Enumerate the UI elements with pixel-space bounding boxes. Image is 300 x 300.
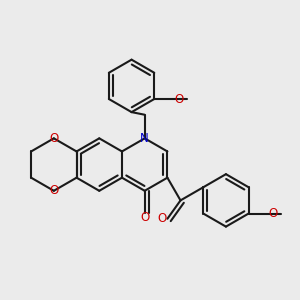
Text: O: O [174,92,183,106]
Text: N: N [140,132,149,145]
Text: O: O [140,211,149,224]
Text: O: O [158,212,167,225]
Text: O: O [268,207,278,220]
Text: O: O [49,132,58,145]
Text: O: O [49,184,58,197]
